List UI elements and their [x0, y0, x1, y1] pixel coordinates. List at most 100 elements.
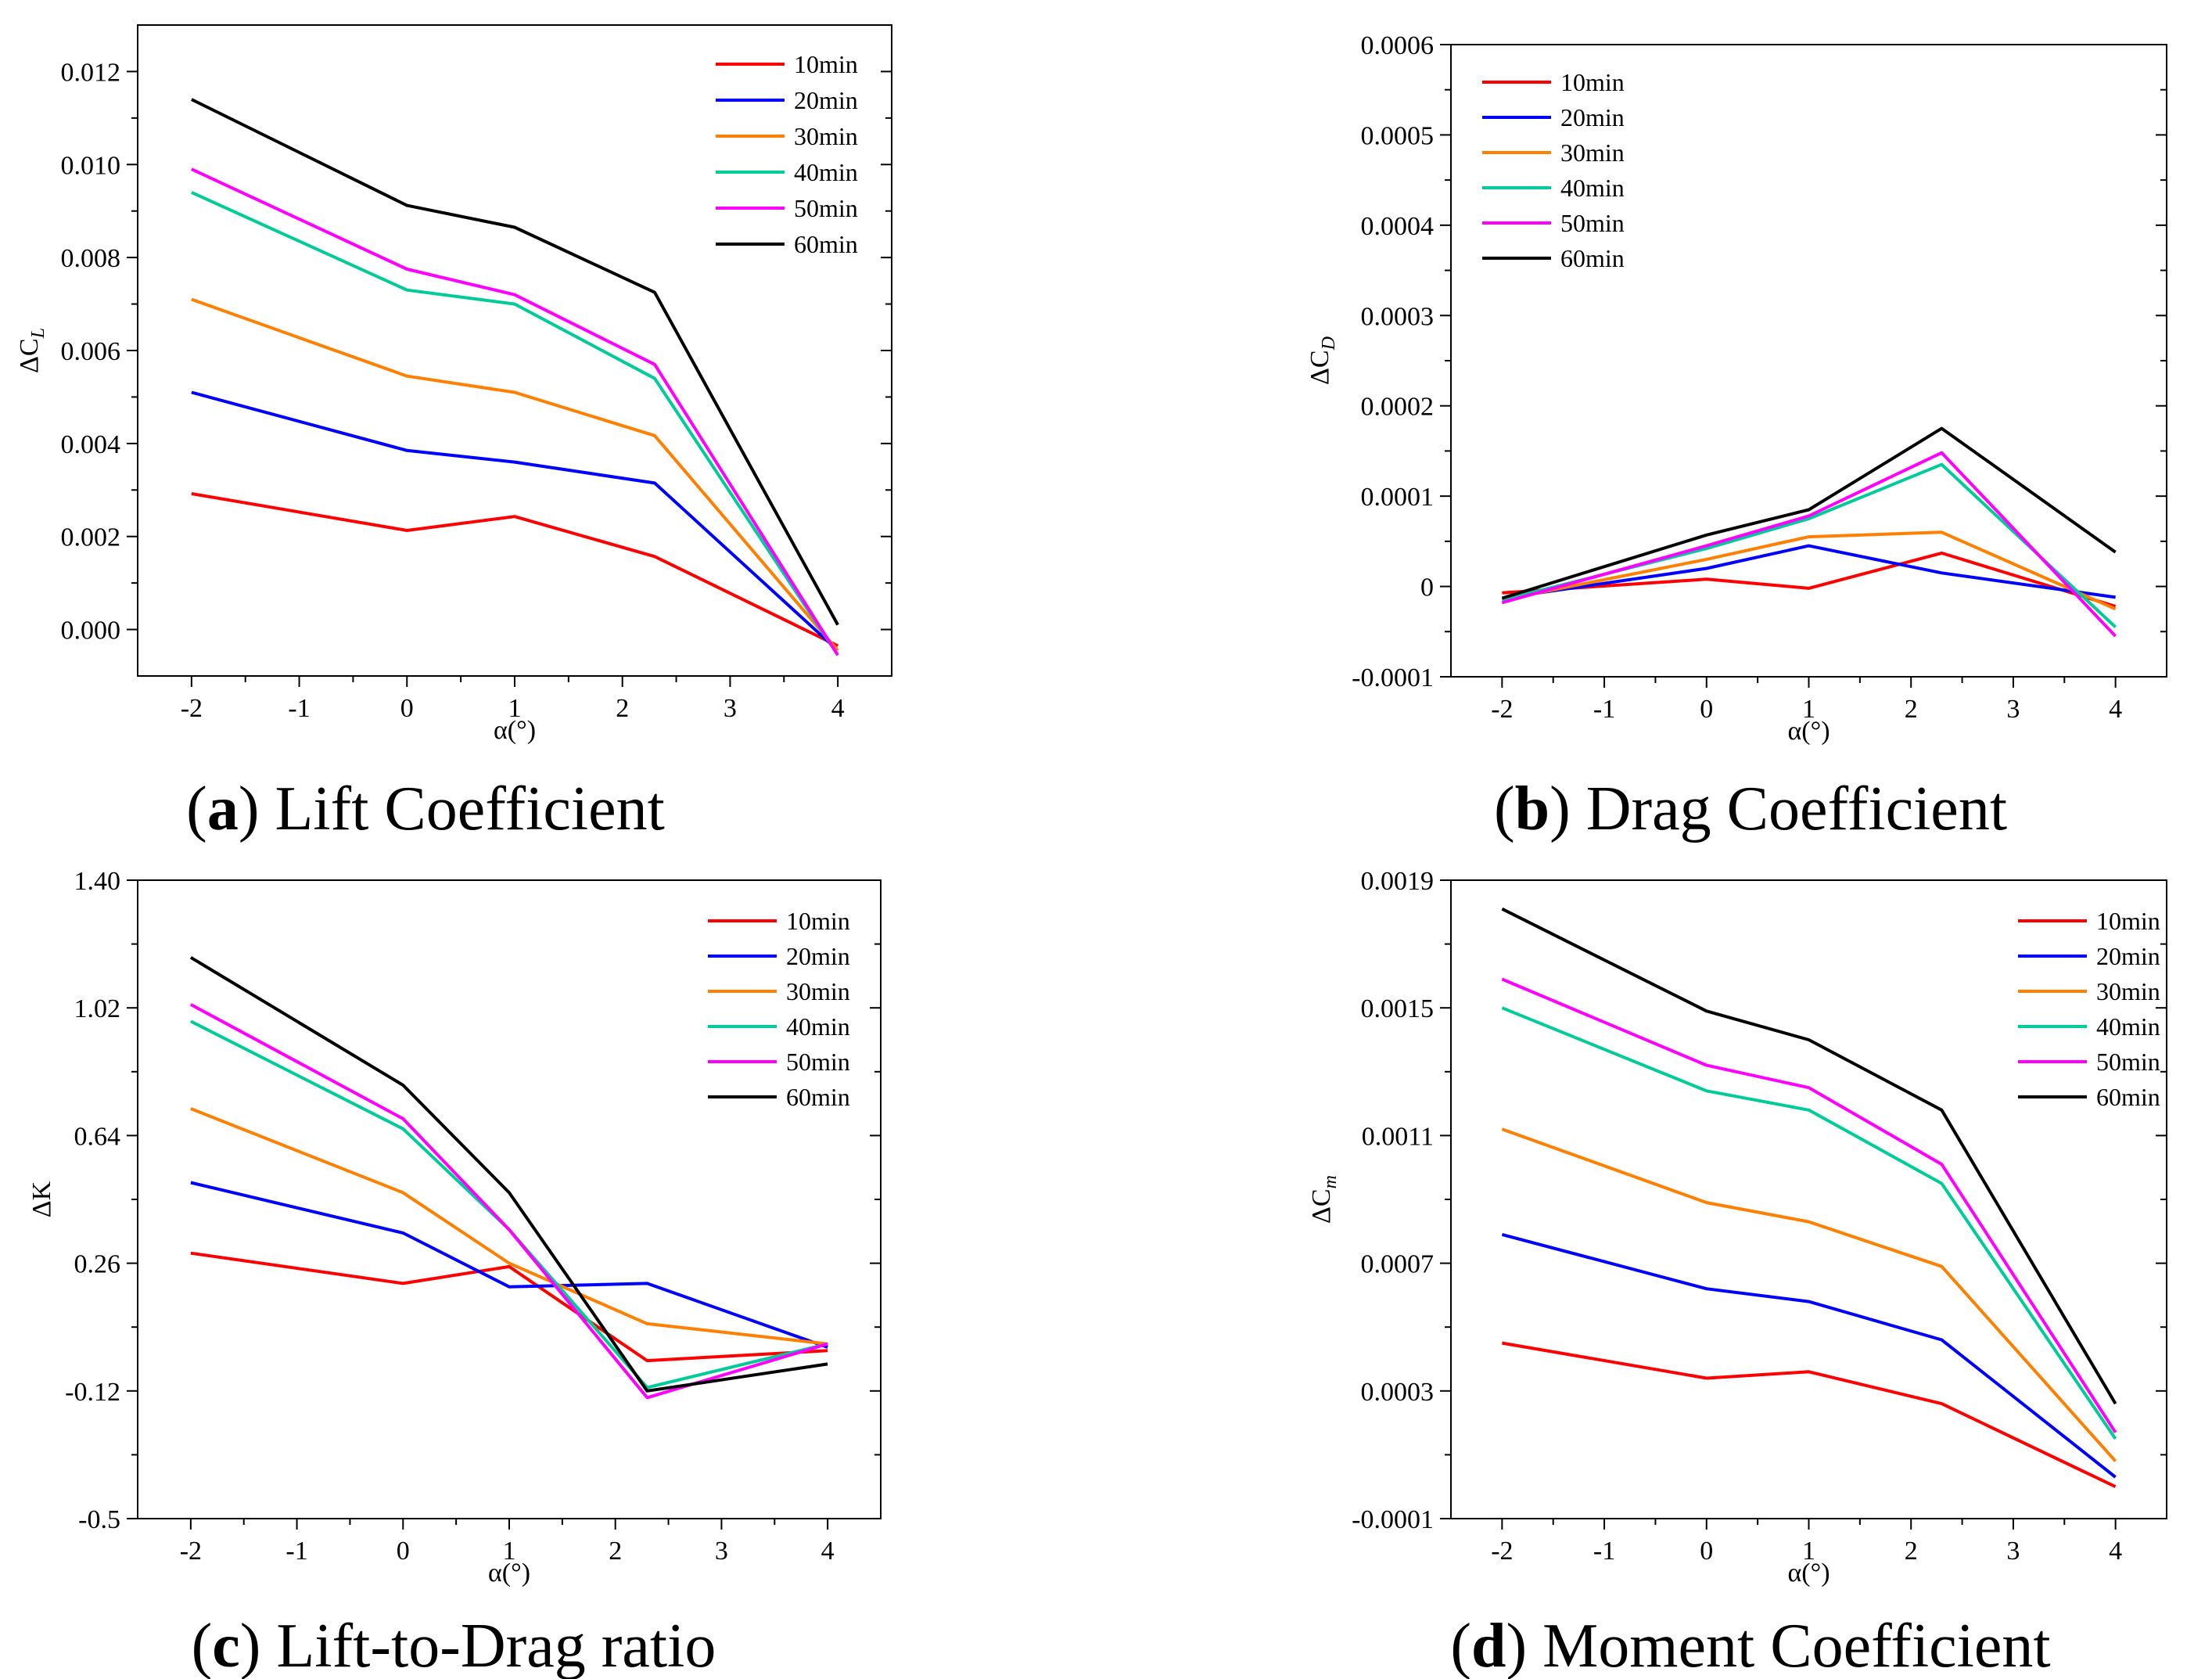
legend-label-50min: 50min [794, 194, 858, 222]
caption-letter: a [207, 775, 239, 843]
x-tick-label: 4 [2109, 695, 2122, 724]
y-tick-label: 0.0004 [1361, 212, 1435, 241]
y-axis-label-subscript: L [28, 328, 48, 339]
series-line-20min [1501, 1232, 2117, 1479]
y-tick-label: 1.02 [74, 994, 121, 1023]
y-tick-label: 0.0001 [1361, 483, 1435, 512]
caption-paren-open: ( [192, 1612, 213, 1679]
x-tick-label: 4 [821, 1537, 835, 1566]
series-line-60min [1501, 907, 2117, 1405]
y-tick-label: 0.0015 [1361, 994, 1435, 1023]
legend-label-40min: 40min [786, 1012, 850, 1041]
series-line-20min [1502, 544, 2116, 600]
x-tick-label: 1 [503, 1537, 516, 1566]
legend-label-40min: 40min [2096, 1012, 2160, 1041]
legend-label-30min: 30min [2096, 977, 2160, 1005]
y-tick-label: 0.008 [61, 244, 121, 273]
y-tick-label: 0.0011 [1362, 1122, 1434, 1151]
x-tick-label: 0 [400, 694, 414, 723]
y-tick-label: -0.0001 [1352, 663, 1434, 692]
x-tick-label: 2 [616, 694, 629, 723]
x-tick-label: 2 [1905, 1537, 1918, 1566]
series-line-50min [191, 167, 839, 656]
x-tick-label: 1 [1802, 695, 1815, 724]
series-line-10min [1502, 1341, 2117, 1489]
x-tick-label: 3 [2006, 695, 2020, 724]
series-line-30min [1502, 530, 2117, 611]
series-line-40min [1501, 1006, 2117, 1440]
x-axis-label: α(°) [1787, 717, 1830, 746]
x-tick-label: -1 [285, 1537, 307, 1566]
x-tick-label: 3 [2006, 1537, 2020, 1566]
y-axis-label-main: ΔC [1305, 350, 1334, 385]
x-tick-label: 2 [609, 1537, 622, 1566]
series-line-10min [1502, 551, 2117, 608]
y-tick-label: 0.64 [74, 1122, 121, 1151]
series-line-30min [190, 1107, 828, 1346]
caption-paren-open: ( [186, 775, 207, 843]
x-tick-label: -1 [288, 694, 310, 723]
x-axis-label: α(°) [494, 716, 536, 745]
x-tick-label: 3 [724, 694, 737, 723]
y-axis-label-main: ΔC [15, 338, 44, 373]
legend-label-60min: 60min [794, 230, 858, 258]
y-axis-label-main: ΔK [27, 1181, 56, 1217]
y-tick-label: 0.002 [61, 523, 121, 552]
chart-panel-d: -2 -1 0 1 2 3 4 -0.0001 0.0003 0.0007 0.0011 0.0015… [1307, 867, 2167, 1679]
plot-frame [137, 24, 892, 677]
chart-panel-c: -2 -1 0 1 2 3 4 -0.5 -0.12 0.26 0.64 1.02 1.40 α(°) ΔK… [27, 867, 882, 1679]
x-tick-label: -1 [1593, 695, 1615, 724]
panel-caption: (c) Lift-to-Drag ratio [192, 1612, 716, 1679]
x-tick-label: -2 [1491, 695, 1513, 724]
plot-frame [137, 879, 882, 1519]
x-tick-label: 1 [508, 694, 522, 723]
legend-label-20min: 20min [1560, 103, 1625, 131]
legend-label-60min: 60min [1560, 244, 1625, 272]
x-tick-label: 0 [1700, 1537, 1713, 1566]
legend-label-10min: 10min [794, 50, 858, 78]
series-line-10min [191, 492, 838, 648]
y-tick-label: 0.0003 [1361, 1378, 1435, 1407]
y-tick-label: 0.006 [61, 337, 121, 366]
y-axis-label-main: ΔC [1307, 1188, 1336, 1224]
y-tick-label: 0.0007 [1361, 1250, 1435, 1279]
x-tick-label: 1 [1802, 1537, 1815, 1566]
x-tick-label: 4 [2109, 1537, 2122, 1566]
caption-paren-open: ( [1494, 775, 1515, 843]
legend-label-20min: 20min [2096, 942, 2160, 970]
y-tick-label: 0.0005 [1361, 121, 1435, 150]
chart-panel-b: -2 -1 0 1 2 3 4 -0.0001 0 0.0001 0.0002 0.0003 0.000… [1305, 31, 2167, 843]
x-tick-label: 0 [1700, 695, 1713, 724]
series-line-30min [191, 297, 839, 652]
caption-text: ) Moment Coefficient [1506, 1612, 2051, 1679]
legend-label-30min: 30min [1560, 138, 1625, 167]
legend-label-10min: 10min [786, 907, 850, 935]
x-axis-label: α(°) [1787, 1559, 1830, 1587]
chart-panel-a: -2 -1 0 1 2 3 4 0.000 0.002 0.004 0.006 0.008 0.010 0… [15, 24, 892, 843]
legend-label-50min: 50min [786, 1048, 850, 1076]
caption-letter: d [1471, 1612, 1506, 1679]
x-tick-label: -2 [181, 694, 203, 723]
legend-label-30min: 30min [794, 122, 858, 150]
x-tick-label: 2 [1905, 695, 1918, 724]
x-axis-label: α(°) [488, 1559, 530, 1587]
y-tick-label: -0.0001 [1352, 1505, 1434, 1534]
x-tick-label: 4 [831, 694, 845, 723]
legend-label-40min: 40min [1560, 174, 1625, 202]
y-axis-label: ΔCD [1305, 336, 1339, 385]
series-line-60min [1501, 426, 2117, 600]
x-tick-label: 3 [715, 1537, 728, 1566]
caption-paren-open: ( [1450, 1612, 1471, 1679]
series-line-50min [1501, 977, 2117, 1433]
caption-letter: b [1515, 775, 1550, 843]
caption-letter: c [212, 1612, 240, 1679]
x-tick-label: -1 [1593, 1537, 1615, 1566]
legend-label-20min: 20min [794, 86, 858, 114]
series-line-40min [191, 191, 839, 656]
y-tick-label: 0.0002 [1361, 393, 1435, 422]
y-tick-label: 0.012 [61, 58, 121, 87]
y-tick-label: -0.5 [78, 1505, 120, 1534]
y-tick-label: 0.000 [61, 617, 121, 645]
series-line-20min [191, 390, 839, 652]
legend-label-10min: 10min [2096, 907, 2160, 935]
